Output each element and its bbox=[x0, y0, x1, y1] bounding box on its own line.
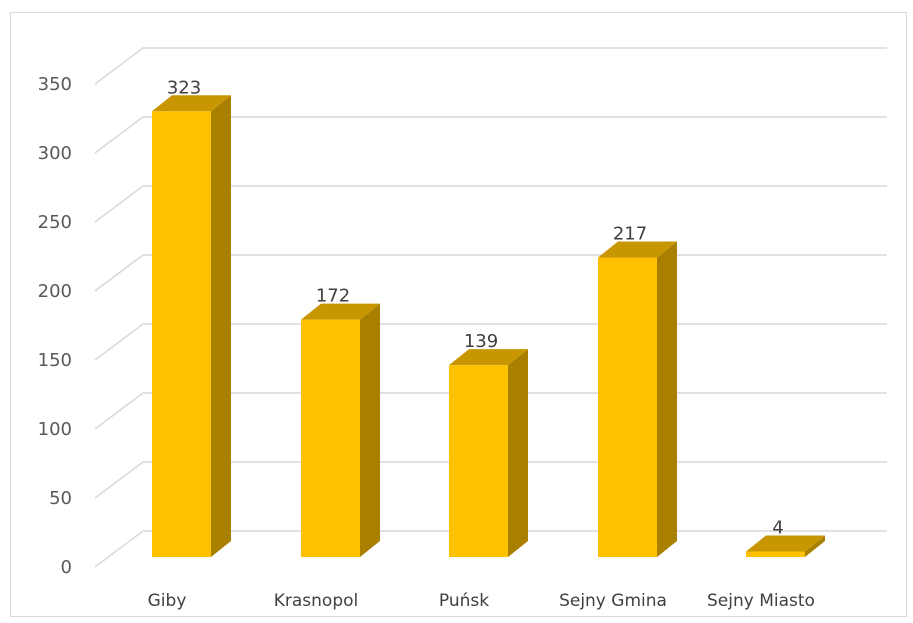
bar-top bbox=[152, 95, 231, 112]
bar bbox=[746, 535, 825, 557]
y-tick-label: 350 bbox=[38, 74, 72, 95]
bar-side bbox=[360, 303, 380, 557]
bar-top bbox=[598, 241, 677, 258]
bar-side bbox=[657, 241, 677, 558]
y-tick-label: 300 bbox=[38, 143, 72, 164]
y-tick-label: 250 bbox=[38, 212, 72, 233]
gridline bbox=[94, 116, 887, 154]
y-tick-label: 0 bbox=[61, 557, 72, 578]
category-label: Krasnopol bbox=[274, 591, 359, 611]
bar bbox=[152, 95, 231, 557]
bar-side bbox=[508, 349, 528, 557]
bar bbox=[301, 303, 380, 557]
bar-side bbox=[211, 95, 231, 557]
bar-front bbox=[301, 319, 360, 557]
category-label: Puńsk bbox=[439, 591, 489, 611]
category-label: Sejny Gmina bbox=[559, 591, 667, 611]
data-label: 323 bbox=[167, 77, 201, 98]
bar-top bbox=[449, 349, 528, 366]
gridline bbox=[94, 47, 887, 85]
bar bbox=[598, 241, 677, 558]
bar-side bbox=[805, 535, 825, 557]
bar bbox=[449, 349, 528, 557]
bar-top bbox=[746, 535, 825, 552]
y-tick-label: 200 bbox=[38, 281, 72, 302]
y-axis: 0 50 100 150 200 250 300 350 bbox=[38, 74, 72, 578]
bar-front bbox=[598, 257, 657, 557]
bar-front bbox=[746, 551, 805, 557]
category-label: Giby bbox=[148, 591, 187, 611]
x-axis: Giby Krasnopol Puńsk Sejny Gmina Sejny Miast… bbox=[148, 591, 815, 611]
bar-front bbox=[152, 111, 211, 557]
chart-frame bbox=[10, 12, 907, 617]
gridline bbox=[94, 185, 887, 223]
data-label: 217 bbox=[613, 224, 647, 245]
bar-front bbox=[449, 365, 508, 557]
y-tick-label: 50 bbox=[49, 488, 72, 509]
data-label: 4 bbox=[772, 517, 783, 538]
bars: 323 172 139 217 4 bbox=[152, 77, 825, 558]
y-tick-label: 100 bbox=[38, 419, 72, 440]
y-tick-label: 150 bbox=[38, 350, 72, 371]
data-label: 172 bbox=[316, 286, 350, 307]
category-label: Sejny Miasto bbox=[707, 591, 815, 611]
bar-top bbox=[301, 303, 380, 320]
data-label: 139 bbox=[464, 331, 498, 352]
